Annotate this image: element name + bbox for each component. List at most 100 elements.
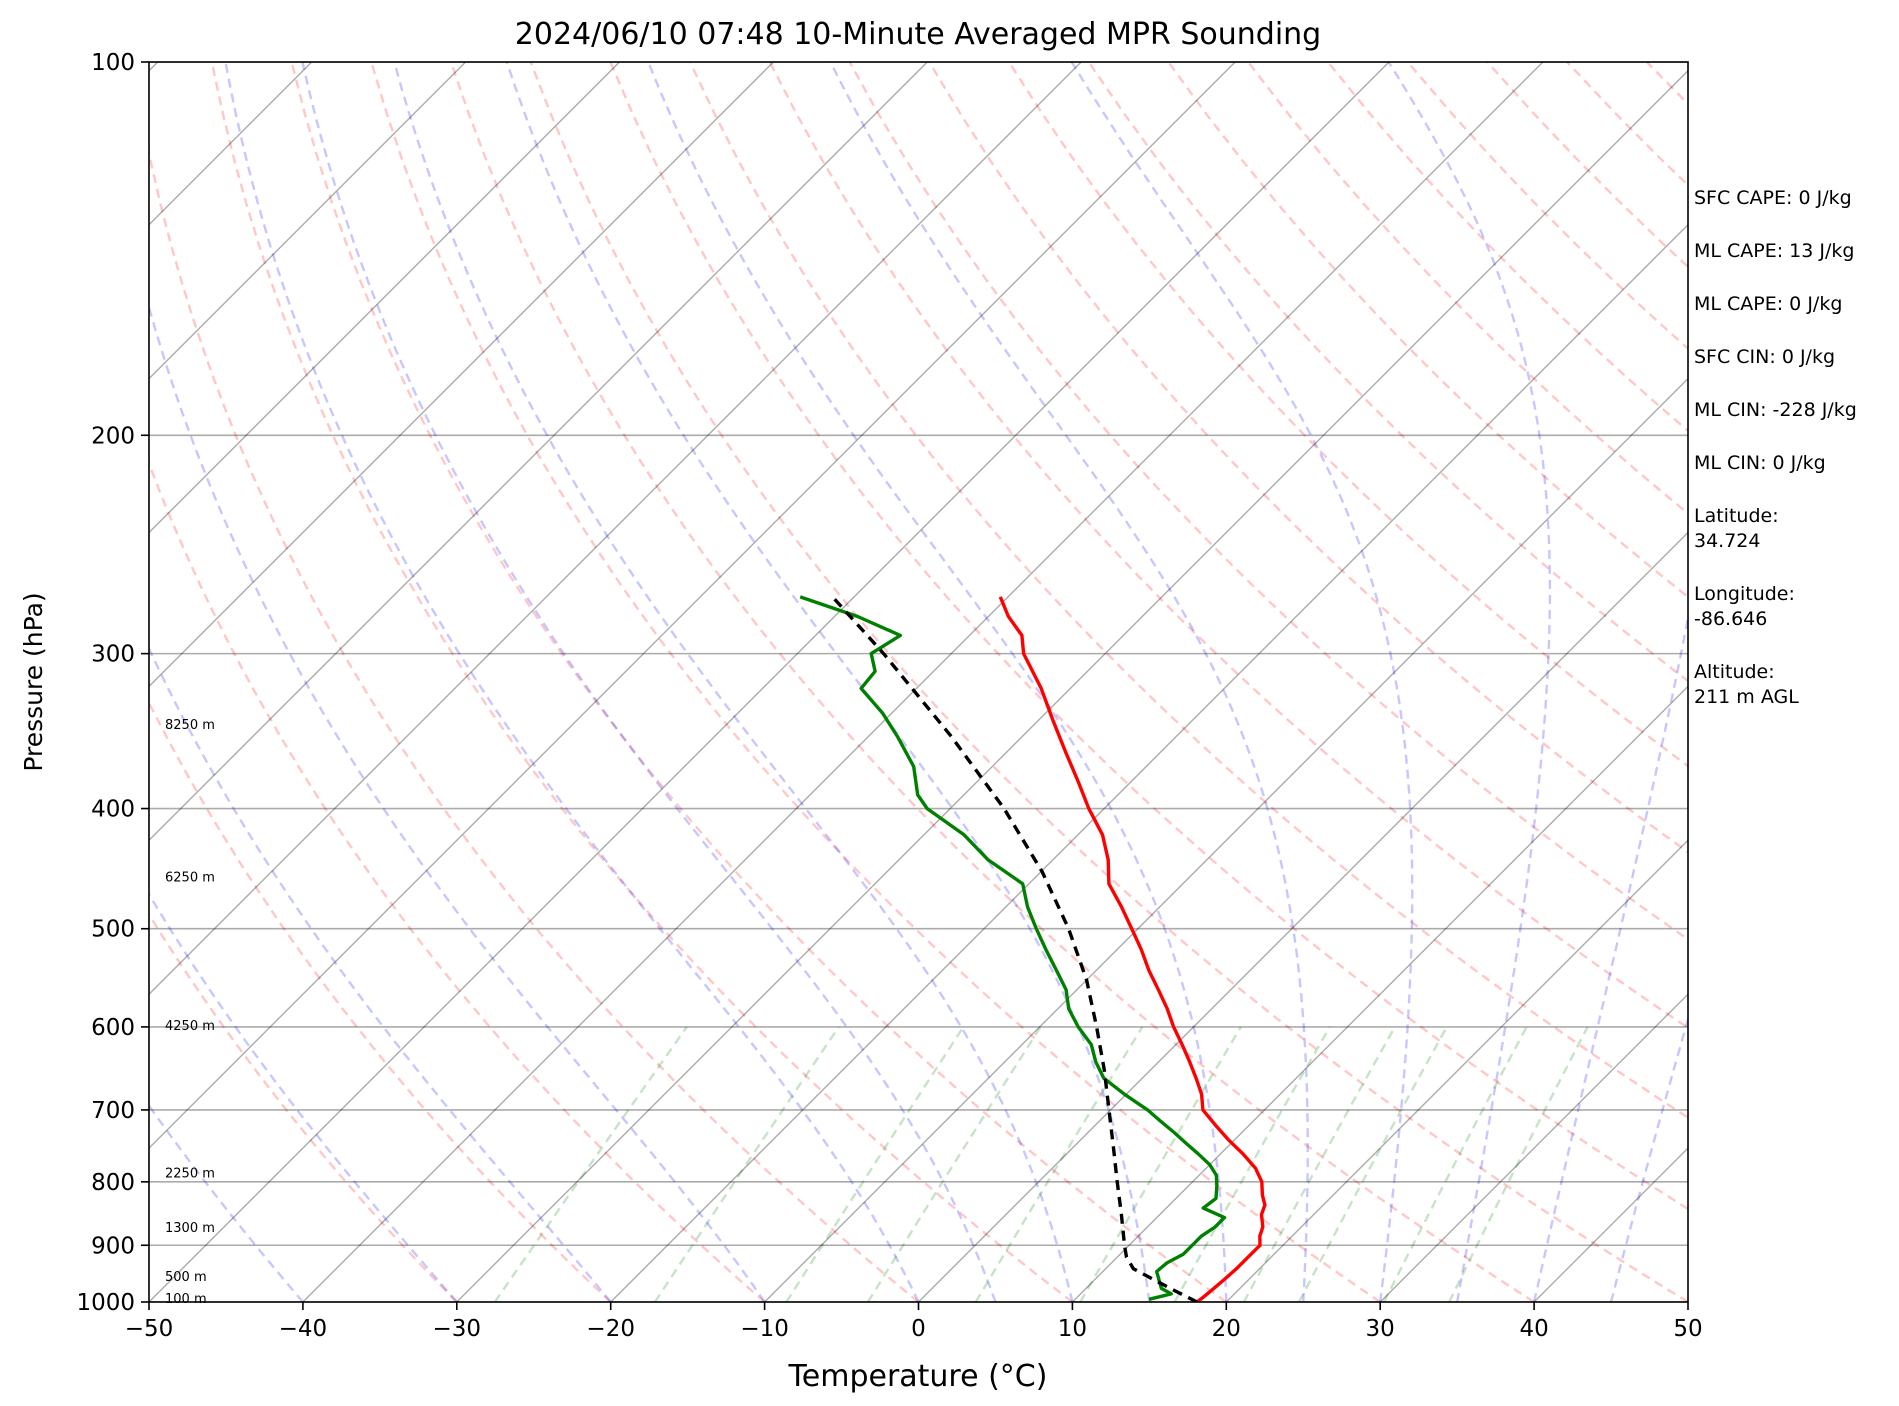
parcel-line (831, 595, 1198, 1302)
moist-adiabat-line-11 (1387, 62, 1552, 1302)
y-tick-label: 500 (91, 917, 135, 943)
isotherm-line--30 (456, 69, 1688, 1302)
dry-adiabat-line-5 (290, 62, 1228, 1302)
x-tick-label: 0 (911, 1316, 926, 1342)
ml-cin-text: ML CIN: -228 J/kg (1694, 399, 1857, 421)
grid-lines (149, 62, 1688, 1302)
height-label: 500 m (165, 1270, 207, 1285)
x-tick-label: −40 (279, 1316, 328, 1342)
isotherm-line-20 (1225, 839, 1688, 1302)
moist-adiabat-line-9 (829, 62, 1309, 1302)
mixing-ratio-line-7 (1242, 1026, 1396, 1302)
moist-adiabat-line-13 (1609, 1014, 1688, 1302)
moist-adiabat-line-6 (393, 62, 1074, 1302)
isotherm-line--80 (149, 62, 928, 842)
x-tick-label: 50 (1673, 1316, 1702, 1342)
mixing-ratio-line-4 (974, 1026, 1144, 1302)
dewpoint-line (799, 595, 1227, 1301)
ml-cape-text: ML CAPE: 13 J/kg (1694, 240, 1855, 262)
x-tick-label: −20 (586, 1316, 635, 1342)
y-tick-label: 800 (91, 1170, 135, 1196)
height-label: 4250 m (165, 1019, 215, 1034)
dry-adiabat-line-8 (529, 62, 1688, 1302)
y-tick-label: 200 (91, 423, 135, 449)
x-tick-label: −10 (740, 1316, 789, 1342)
y-tick-label: 700 (91, 1098, 135, 1124)
moist-adiabat-line-3 (149, 302, 766, 1302)
isotherm-line--70 (149, 62, 1082, 996)
sounding-stats-panel: SFC CAPE: 0 J/kg ML CAPE: 13 J/kg ML CAP… (1694, 186, 1894, 738)
dry-adiabat-line-1 (149, 700, 612, 1302)
moist-adiabat-line-4 (224, 62, 920, 1302)
isotherm-line--20 (610, 223, 1688, 1302)
x-axis-label: Temperature (°C) (788, 1359, 1048, 1394)
y-tick-label: 1000 (76, 1290, 135, 1316)
sfc-cape-text: SFC CAPE: 0 J/kg (1694, 187, 1852, 209)
isotherm-line--100 (149, 62, 620, 534)
moist-adiabat-line-10 (1070, 62, 1414, 1302)
isotherm-line--10 (764, 377, 1688, 1302)
dry-adiabat-line-14 (1007, 62, 1688, 768)
dry-adiabat-line-0 (149, 912, 458, 1302)
moist-adiabat-line-0 (149, 1103, 304, 1302)
isotherm-line-10 (1071, 685, 1688, 1302)
dry-adiabat-line-10 (689, 62, 1688, 1120)
mixing-ratio-line-8 (1297, 1026, 1448, 1302)
mixing-ratio-line-6 (1173, 1026, 1331, 1302)
series-lines (799, 595, 1267, 1302)
isotherm-line--110 (149, 62, 467, 380)
isotherm-line--50 (149, 62, 1390, 1302)
mixing-ratio-line-2 (785, 1026, 965, 1302)
x-tick-label: 10 (1058, 1316, 1087, 1342)
x-tick-label: 20 (1212, 1316, 1241, 1342)
sfc-cin-text: SFC CIN: 0 J/kg (1694, 346, 1836, 368)
dry-adiabat-line-7 (449, 62, 1535, 1302)
dry-adiabat-line-3 (149, 147, 920, 1302)
mixing-ratio-line-10 (1448, 1026, 1589, 1302)
mixing-ratio-line-9 (1383, 1026, 1528, 1302)
mixing-ratio-line-0 (493, 1026, 688, 1302)
dry-adiabat-line-6 (370, 62, 1381, 1302)
height-label: 6250 m (165, 871, 215, 886)
ml-cin-text-2: ML CIN: 0 J/kg (1694, 452, 1826, 474)
x-tick-label: 40 (1519, 1316, 1548, 1342)
temperature-line (998, 596, 1267, 1302)
moist-adiabat-line-7 (505, 62, 1151, 1302)
y-tick-label: 100 (91, 50, 135, 76)
mixing-ratio-line-3 (866, 1026, 1042, 1302)
mixing-ratio-line-5 (1079, 1026, 1242, 1302)
x-tick-label: 30 (1366, 1316, 1395, 1342)
y-tick-label: 900 (91, 1233, 135, 1259)
background-lines (149, 62, 1688, 1302)
height-label: 8250 m (165, 718, 215, 733)
latitude-text: Latitude: 34.724 (1694, 505, 1779, 552)
y-axis-label: Pressure (hPa) (19, 592, 48, 771)
height-label: 1300 m (165, 1221, 215, 1236)
y-tick-label: 600 (91, 1015, 135, 1041)
dry-adiabat-line-11 (768, 62, 1688, 1030)
isotherm-line-30 (1379, 993, 1688, 1302)
isotherm-line--60 (149, 62, 1236, 1150)
isotherm-line--40 (302, 62, 1544, 1302)
height-label: 100 m (165, 1292, 207, 1307)
moist-adiabat-line-12 (1532, 611, 1688, 1302)
y-tick-label: 400 (91, 797, 135, 823)
y-tick-label: 300 (91, 642, 135, 668)
dry-adiabat-line-4 (210, 62, 1074, 1302)
dry-adiabat-line-9 (609, 62, 1688, 1211)
x-tick-label: −30 (433, 1316, 482, 1342)
isotherm-line--90 (149, 62, 774, 688)
axes: −50 −40 −30 −20 −10 0 10 20 30 40 50 100 200 300 400 50… (76, 50, 1702, 1342)
ml-cape-text-2: ML CAPE: 0 J/kg (1694, 293, 1843, 315)
height-label: 2250 m (165, 1166, 215, 1181)
moist-adiabat-line-1 (149, 892, 458, 1302)
height-labels: 8250 m 6250 m 4250 m 2250 m 1300 m 500 m 100 m (165, 718, 215, 1307)
moist-adiabat-line-5 (301, 62, 997, 1302)
longitude-text: Longitude: -86.646 (1694, 583, 1795, 630)
chart-title: 2024/06/10 07:48 10-Minute Averaged MPR … (515, 17, 1321, 52)
dry-adiabat-line-15 (1087, 62, 1688, 683)
altitude-text: Altitude: 211 m AGL (1694, 661, 1799, 708)
moist-adiabat-line-8 (647, 62, 1228, 1302)
mixing-ratio-line-1 (653, 1026, 840, 1302)
